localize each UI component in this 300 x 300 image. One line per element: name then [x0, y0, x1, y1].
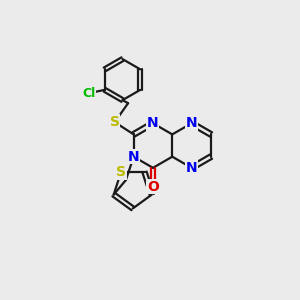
- Text: S: S: [116, 165, 126, 179]
- Text: Cl: Cl: [82, 87, 95, 100]
- Text: O: O: [147, 180, 159, 194]
- Text: N: N: [128, 150, 140, 164]
- Text: N: N: [186, 116, 197, 130]
- Text: N: N: [147, 116, 159, 130]
- Text: S: S: [110, 115, 120, 129]
- Text: N: N: [186, 161, 197, 175]
